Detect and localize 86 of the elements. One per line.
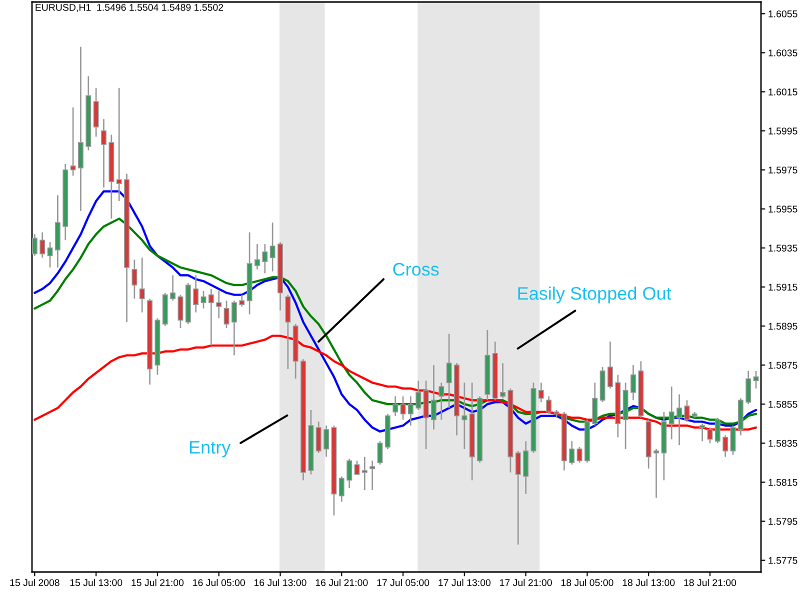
x-tick-label: 17 Jul 13:00 (438, 578, 491, 586)
candlestick (370, 460, 376, 491)
candlestick (546, 396, 552, 415)
candlestick (262, 243, 268, 274)
y-tick-label: 1.5955 (768, 206, 798, 213)
candlestick (139, 257, 145, 314)
y-tick-label: 1.5875 (768, 362, 798, 369)
candlestick (416, 380, 422, 411)
candlestick (254, 243, 260, 270)
x-tick-label: 16 Jul 13:00 (254, 578, 306, 586)
candlestick (132, 258, 138, 300)
candlestick (684, 400, 690, 422)
x-tick-label: 15 Jul 2008 (10, 578, 60, 586)
candlestick (200, 290, 206, 310)
candlestick (362, 456, 368, 491)
x-tick-label: 17 Jul 21:00 (500, 578, 552, 586)
candlestick (231, 300, 237, 356)
candlestick (32, 234, 38, 256)
candlestick (500, 362, 506, 399)
candlestick (338, 476, 344, 502)
candlestick (446, 333, 452, 409)
candlestick (70, 106, 76, 176)
candlestick (714, 417, 720, 444)
candlestick (576, 446, 582, 464)
candlestick (116, 87, 122, 202)
candlestick (216, 290, 222, 319)
candlestick (408, 396, 414, 426)
y-tick-label: 1.5895 (768, 322, 798, 330)
candlestick (392, 396, 398, 417)
candlestick (239, 294, 245, 308)
candlestick (462, 382, 468, 450)
y-tick-label: 1.5835 (768, 440, 798, 447)
x-tick-label: 16 Jul 05:00 (193, 578, 245, 586)
candlestick (316, 420, 322, 454)
candlestick (324, 424, 330, 458)
y-tick-label: 1.5975 (768, 166, 798, 174)
candlestick (730, 424, 736, 456)
candlestick (676, 394, 682, 446)
y-tick-label: 1.5995 (768, 128, 798, 134)
y-tick-label: 1.5775 (768, 557, 798, 564)
y-tick-label: 1.6015 (768, 88, 798, 96)
candlestick (722, 434, 728, 458)
candlestick (569, 440, 575, 466)
x-tick-label: 15 Jul 21:00 (132, 578, 184, 586)
x-tick-label: 18 Jul 21:00 (684, 578, 736, 586)
candlestick (430, 364, 436, 430)
y-tick-label: 1.6055 (768, 10, 798, 18)
candlestick (668, 386, 674, 440)
candlestick (224, 300, 230, 329)
candlestick (707, 426, 713, 444)
candlestick (47, 241, 53, 268)
x-tick-label: 17 Jul 05:00 (377, 578, 430, 586)
x-tick-label: 18 Jul 05:00 (561, 578, 614, 586)
annotation: Cross (393, 262, 439, 276)
candlestick (346, 458, 352, 489)
candlestick (753, 370, 759, 390)
candlestick (178, 294, 184, 329)
candlestick (170, 274, 176, 302)
y-tick-label: 1.5935 (768, 244, 798, 252)
candlestick (270, 222, 276, 272)
y-tick-label: 1.5915 (768, 284, 798, 291)
y-tick-label: 1.5795 (768, 518, 798, 525)
annotation: Easily Stopped Out (518, 286, 672, 304)
candlestick (607, 340, 613, 390)
candlestick (40, 232, 46, 258)
candlestick (538, 382, 544, 403)
candlestick (746, 370, 752, 405)
candlestick (400, 396, 406, 420)
y-tick-label: 1.5855 (768, 400, 798, 408)
candlestick (193, 274, 199, 314)
x-tick-label: 15 Jul 13:00 (70, 578, 122, 586)
candlestick (101, 118, 106, 188)
x-tick-label: 16 Jul 21:00 (316, 578, 368, 586)
candlestick (515, 450, 521, 546)
annotation: Entry (190, 441, 231, 458)
candlestick (438, 382, 444, 420)
candlestick (700, 422, 706, 442)
candlestick (377, 440, 383, 466)
candlestick (208, 288, 214, 346)
candlestick (654, 448, 659, 499)
candlestick (354, 460, 360, 476)
y-tick-label: 1.5815 (768, 478, 798, 486)
y-tick-label: 1.6035 (768, 49, 798, 56)
chart-title: EURUSD,H1 1.5496 1.5504 1.5489 1.5502 (36, 4, 224, 12)
x-tick-label: 18 Jul 13:00 (622, 578, 675, 586)
candlestick (630, 364, 636, 401)
